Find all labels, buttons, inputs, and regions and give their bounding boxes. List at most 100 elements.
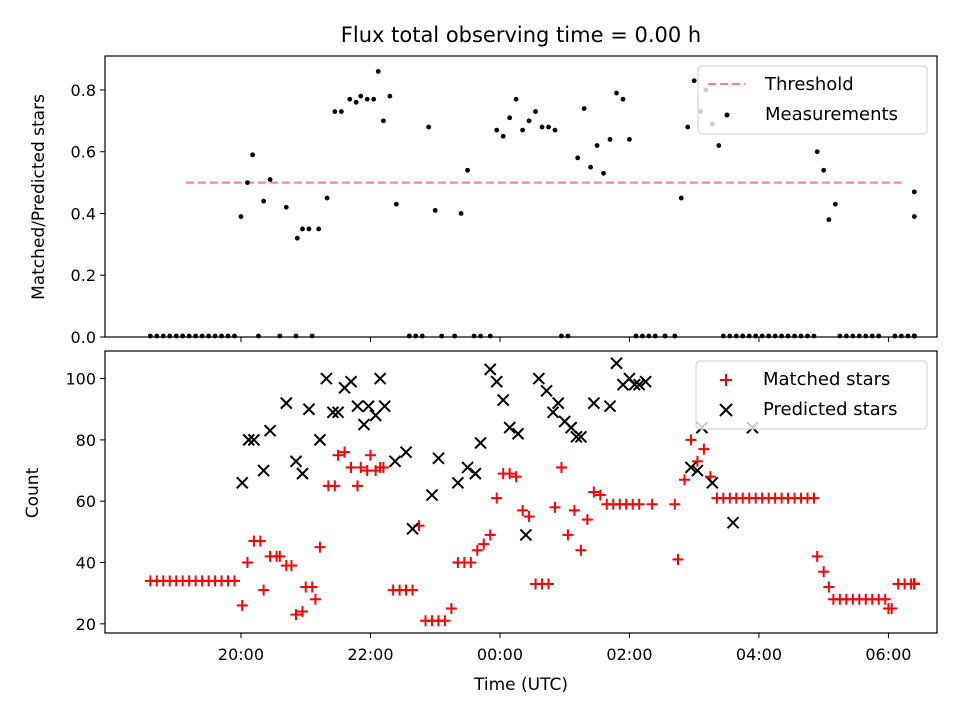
predicted-star-point (331, 406, 345, 419)
legend-threshold-label: Threshold (764, 74, 854, 95)
predicted-star-point (503, 421, 516, 434)
bottom-y-tick-label: 100 (65, 370, 96, 389)
measurement-point (814, 149, 820, 155)
matched-star-point (568, 504, 580, 516)
legend-measurements-label: Measurements (765, 104, 898, 125)
matched-star-point (823, 581, 835, 593)
measurement-point (863, 333, 869, 339)
measurement-point (267, 177, 273, 182)
measurement-point (199, 333, 205, 339)
top-y-tick-label: 0.0 (71, 328, 96, 347)
matched-star-point (646, 498, 658, 510)
matched-star-point (685, 434, 697, 446)
matched-star-point (445, 602, 457, 614)
predicted-star-point (570, 430, 583, 444)
measurement-point (381, 118, 386, 124)
matched-star-point (465, 557, 477, 568)
bottom-y-tick-label: 80 (76, 431, 96, 450)
matched-star-point (886, 602, 898, 614)
measurement-point (300, 226, 305, 232)
measurement-point (685, 124, 691, 130)
matched-star-point (562, 529, 574, 541)
measurement-point (601, 170, 606, 176)
predicted-star-point (474, 436, 487, 450)
measurement-point (452, 333, 458, 339)
bottom-y-tick-label: 60 (76, 492, 96, 511)
measurement-point (250, 152, 256, 158)
predicted-star-point (451, 476, 465, 490)
measurement-point (798, 333, 804, 339)
measurement-point (552, 127, 558, 133)
predicted-star-point (532, 372, 546, 385)
predicted-star-point (351, 399, 364, 413)
measurement-point (575, 155, 581, 161)
measurement-point (539, 124, 545, 130)
predicted-star-point (236, 476, 249, 490)
measurement-point (753, 333, 759, 339)
measurement-point (439, 333, 445, 339)
measurement-point (746, 333, 752, 339)
measurement-point (892, 333, 898, 339)
matched-star-point (510, 471, 522, 483)
top-axes-frame (104, 55, 938, 338)
matched-star-point (811, 550, 823, 562)
measurement-point (277, 333, 283, 339)
measurement-point (766, 333, 772, 339)
matched-star-point (285, 560, 297, 572)
matched-star-point (543, 578, 555, 590)
measurement-point (375, 69, 381, 74)
predicted-star-point (564, 421, 578, 434)
bottom-legend: Matched stars Predicted stars (695, 360, 928, 430)
measurement-point (413, 333, 419, 339)
matched-star-point (549, 501, 561, 513)
measurement-point (193, 333, 199, 339)
measurement-point (471, 333, 477, 339)
measurement-point (324, 195, 330, 201)
measurement-point (147, 333, 153, 339)
measurement-point (821, 167, 827, 173)
measurement-point (565, 333, 571, 339)
matched-star-point (228, 575, 240, 587)
measurement-point (332, 109, 338, 114)
matched-star-point (633, 498, 645, 510)
predicted-star-point (574, 430, 588, 444)
matched-star-point (491, 492, 503, 504)
measurement-point (588, 164, 594, 170)
predicted-star-point (632, 378, 646, 391)
measurement-point (652, 333, 658, 339)
measurement-point (837, 333, 843, 339)
measurement-point (678, 195, 684, 201)
bottom-x-ticks: 20:00 22:00 00:00 02:00 04:00 06:00 (218, 633, 911, 664)
bottom-y-tick-label: 40 (76, 554, 96, 573)
predicted-star-point (320, 372, 333, 385)
measurement-point (911, 214, 917, 219)
top-y-tick-label: 0.6 (71, 143, 96, 162)
matched-star-point (879, 593, 891, 605)
matched-star-point (364, 449, 376, 461)
bottom-y-tick-label: 20 (76, 615, 96, 634)
top-legend: Threshold Measurements (697, 65, 928, 135)
bottom-x-tick-label: 22:00 (347, 645, 393, 664)
measurement-point (173, 333, 179, 339)
legend-matched-label: Matched stars (763, 369, 890, 390)
predicted-star-point (490, 375, 503, 388)
matched-star-point (678, 474, 690, 486)
measurement-point (393, 201, 399, 207)
measurement-point (869, 333, 875, 339)
predicted-star-point (469, 467, 482, 480)
measurement-point (785, 333, 791, 339)
measurement-point (526, 118, 532, 124)
matched-star-point (669, 498, 681, 510)
predicted-star-point (610, 357, 623, 370)
matched-star-point (274, 550, 286, 562)
bottom-x-tick-label: 06:00 (865, 645, 911, 664)
predicted-star-point (691, 464, 704, 477)
bottom-y-ticks: 20 40 60 80 100 (65, 370, 105, 634)
measurement-point (646, 333, 652, 339)
measurement-point (843, 333, 849, 339)
matched-star-point (407, 584, 419, 596)
measurement-point (850, 333, 856, 339)
matched-star-point (332, 449, 344, 461)
measurement-point (180, 333, 186, 339)
top-panel: 0.00.20.40.60.8 Matched/Predicted stars … (29, 55, 938, 347)
